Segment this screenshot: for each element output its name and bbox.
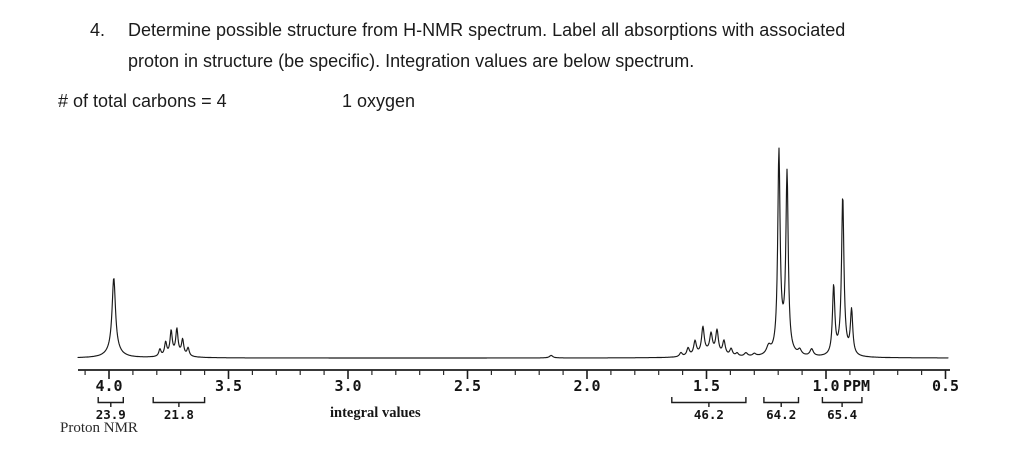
- integral-value: 46.2: [694, 407, 724, 422]
- spectrum-generated-content: 4.0 3.5 3.0 2.5 2.0 1.5 1.0 PPM 0.5 23.9 21.8 46.2 6…: [77, 147, 959, 422]
- integral-bracket: [763, 397, 800, 407]
- molecule-info: # of total carbons = 4 1 oxygen: [0, 91, 1024, 117]
- integral-bracket: [97, 397, 124, 407]
- integral-bracket: [821, 397, 863, 407]
- x-axis-tick-label: 3.0: [334, 377, 361, 395]
- ppm-unit-label: PPM: [843, 377, 870, 395]
- question-heading: 4. Determine possible structure from H-N…: [90, 15, 958, 77]
- x-axis-tick-label: 3.5: [215, 377, 242, 395]
- integral-bracket: [671, 397, 747, 407]
- integral-bracket: [152, 397, 206, 407]
- question-number: 4.: [90, 20, 106, 40]
- x-axis-tick-label: 0.5: [932, 377, 959, 395]
- oxygen-count-note: 1 oxygen: [342, 91, 416, 111]
- integral-values-label: integral values: [330, 405, 421, 421]
- integral-value: 21.8: [164, 407, 194, 422]
- x-axis-tick-label: 2.0: [573, 377, 600, 395]
- x-axis-tick-label: 1.5: [693, 377, 720, 395]
- integral-value: 23.9: [96, 407, 126, 422]
- integral-value: 64.2: [766, 407, 796, 422]
- x-axis-tick-label: 1.0: [812, 377, 839, 395]
- carbon-count-note: # of total carbons = 4: [58, 91, 227, 111]
- integral-value: 65.4: [827, 407, 857, 422]
- proton-nmr-label: Proton NMR: [60, 420, 138, 436]
- nmr-spectrum-chart: 4.0 3.5 3.0 2.5 2.0 1.5 1.0 PPM 0.5 23.9 21.8 46.2 6…: [60, 147, 959, 436]
- x-axis-tick-label: 4.0: [95, 377, 122, 395]
- question-line-2: proton in structure (be specific). Integ…: [128, 51, 695, 71]
- spectrum-trace: [77, 147, 949, 359]
- question-text: Determine possible structure from H-NMR …: [128, 15, 958, 77]
- x-axis-tick-label: 2.5: [454, 377, 481, 395]
- question-line-1: Determine possible structure from H-NMR …: [128, 20, 846, 40]
